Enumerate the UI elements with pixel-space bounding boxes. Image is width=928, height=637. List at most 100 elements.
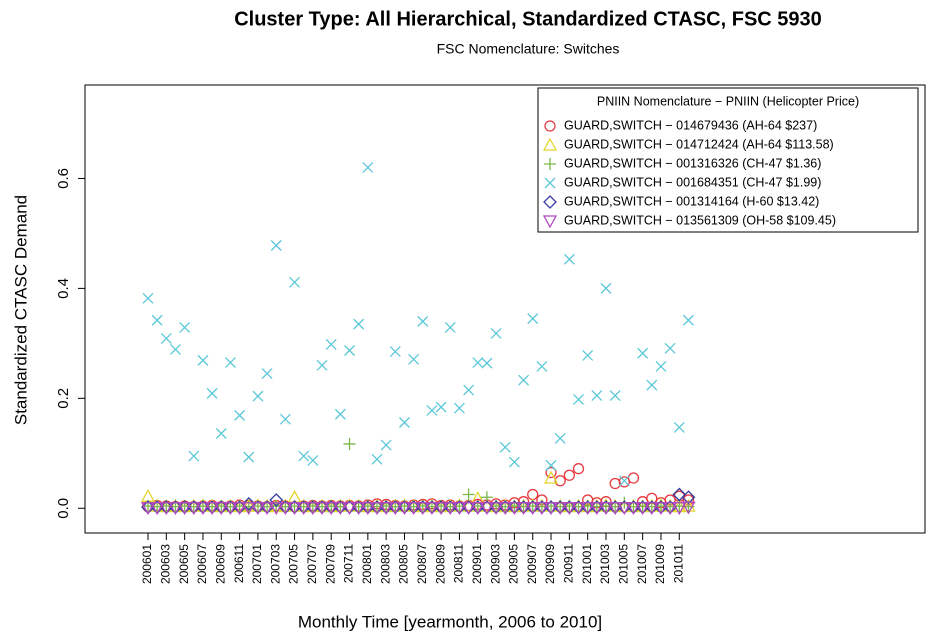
- point: [334, 408, 346, 420]
- point: [618, 475, 630, 487]
- x-tick-label: 200707: [305, 544, 319, 584]
- point: [481, 357, 493, 369]
- point: [362, 161, 374, 173]
- x-tick-label: 201007: [635, 544, 649, 584]
- point: [443, 502, 458, 516]
- point: [589, 502, 604, 516]
- point: [479, 498, 495, 512]
- point: [518, 374, 530, 386]
- point: [287, 502, 302, 516]
- point: [488, 502, 504, 516]
- legend-marker: [544, 120, 556, 132]
- point: [234, 409, 246, 421]
- point: [507, 502, 522, 516]
- point: [259, 502, 275, 516]
- point: [545, 459, 557, 471]
- x-tick-label: 200605: [177, 544, 191, 584]
- legend-label: GUARD,SWITCH − 001316326 (CH-47 $1.36): [564, 156, 821, 170]
- point: [279, 413, 291, 425]
- point: [672, 487, 687, 502]
- x-tick-label: 200809: [433, 544, 447, 584]
- point: [664, 342, 676, 354]
- point: [452, 502, 467, 516]
- point: [159, 502, 174, 516]
- point: [388, 502, 403, 516]
- point: [563, 469, 576, 481]
- point: [453, 402, 465, 414]
- point: [591, 390, 603, 402]
- x-tick-label: 200803: [378, 544, 392, 584]
- x-tick-label: 201001: [580, 544, 594, 584]
- point: [470, 502, 485, 516]
- point: [635, 502, 650, 516]
- point: [305, 502, 320, 516]
- point: [269, 493, 284, 507]
- point: [342, 502, 357, 516]
- point: [243, 451, 255, 463]
- chart-title: Cluster Type: All Hierarchical, Standard…: [234, 8, 822, 30]
- point: [461, 502, 476, 516]
- point: [241, 496, 256, 511]
- point: [343, 437, 356, 450]
- point: [333, 502, 348, 516]
- point: [205, 502, 220, 516]
- legend-marker: [544, 177, 556, 189]
- point: [644, 502, 659, 516]
- point: [351, 502, 366, 516]
- point: [325, 338, 337, 350]
- x-axis-title: Monthly Time [yearmonth, 2006 to 2010]: [298, 612, 602, 631]
- point: [562, 502, 577, 516]
- point: [399, 417, 410, 428]
- point: [177, 502, 192, 516]
- point: [250, 502, 266, 516]
- point: [462, 488, 475, 501]
- point: [516, 502, 531, 516]
- point: [140, 488, 156, 502]
- point: [195, 502, 211, 516]
- point: [573, 393, 584, 405]
- point: [224, 357, 236, 369]
- point: [186, 502, 201, 516]
- point: [609, 390, 621, 402]
- x-tick-label: 201009: [653, 544, 667, 584]
- legend-label: GUARD,SWITCH − 014712424 (AH-64 $113.58): [564, 137, 834, 151]
- chart-subtitle: FSC Nomenclature: Switches: [437, 41, 620, 57]
- point: [463, 384, 475, 396]
- point: [369, 502, 385, 516]
- point: [681, 490, 696, 505]
- point: [626, 502, 641, 516]
- point: [371, 453, 383, 465]
- y-tick-label: 0.4: [55, 278, 72, 299]
- point: [389, 346, 401, 358]
- legend-label: GUARD,SWITCH − 014679436 (AH-64 $237): [564, 118, 817, 132]
- legend-marker: [542, 137, 558, 151]
- y-tick-label: 0.2: [55, 388, 72, 409]
- point: [232, 502, 247, 516]
- point: [543, 470, 559, 484]
- point: [353, 318, 365, 330]
- point: [380, 439, 392, 451]
- point: [637, 347, 649, 359]
- point: [553, 502, 568, 516]
- point: [252, 390, 264, 402]
- x-tick-label: 200901: [470, 544, 484, 584]
- x-tick-label: 200711: [342, 544, 356, 583]
- x-tick-label: 200601: [140, 544, 154, 584]
- legend-marker: [543, 195, 557, 209]
- point: [627, 472, 640, 484]
- point: [508, 456, 520, 468]
- point: [415, 502, 430, 516]
- x-tick-label: 200709: [323, 544, 337, 584]
- x-tick-label: 201005: [616, 544, 630, 584]
- point: [534, 502, 549, 516]
- y-tick-label: 0.6: [55, 168, 72, 189]
- x-tick-label: 200607: [195, 544, 209, 584]
- point: [289, 276, 301, 288]
- point: [682, 314, 694, 326]
- point: [672, 502, 687, 516]
- x-tick-label: 200907: [525, 544, 539, 584]
- point: [572, 463, 585, 475]
- point: [598, 502, 614, 516]
- point: [554, 475, 566, 487]
